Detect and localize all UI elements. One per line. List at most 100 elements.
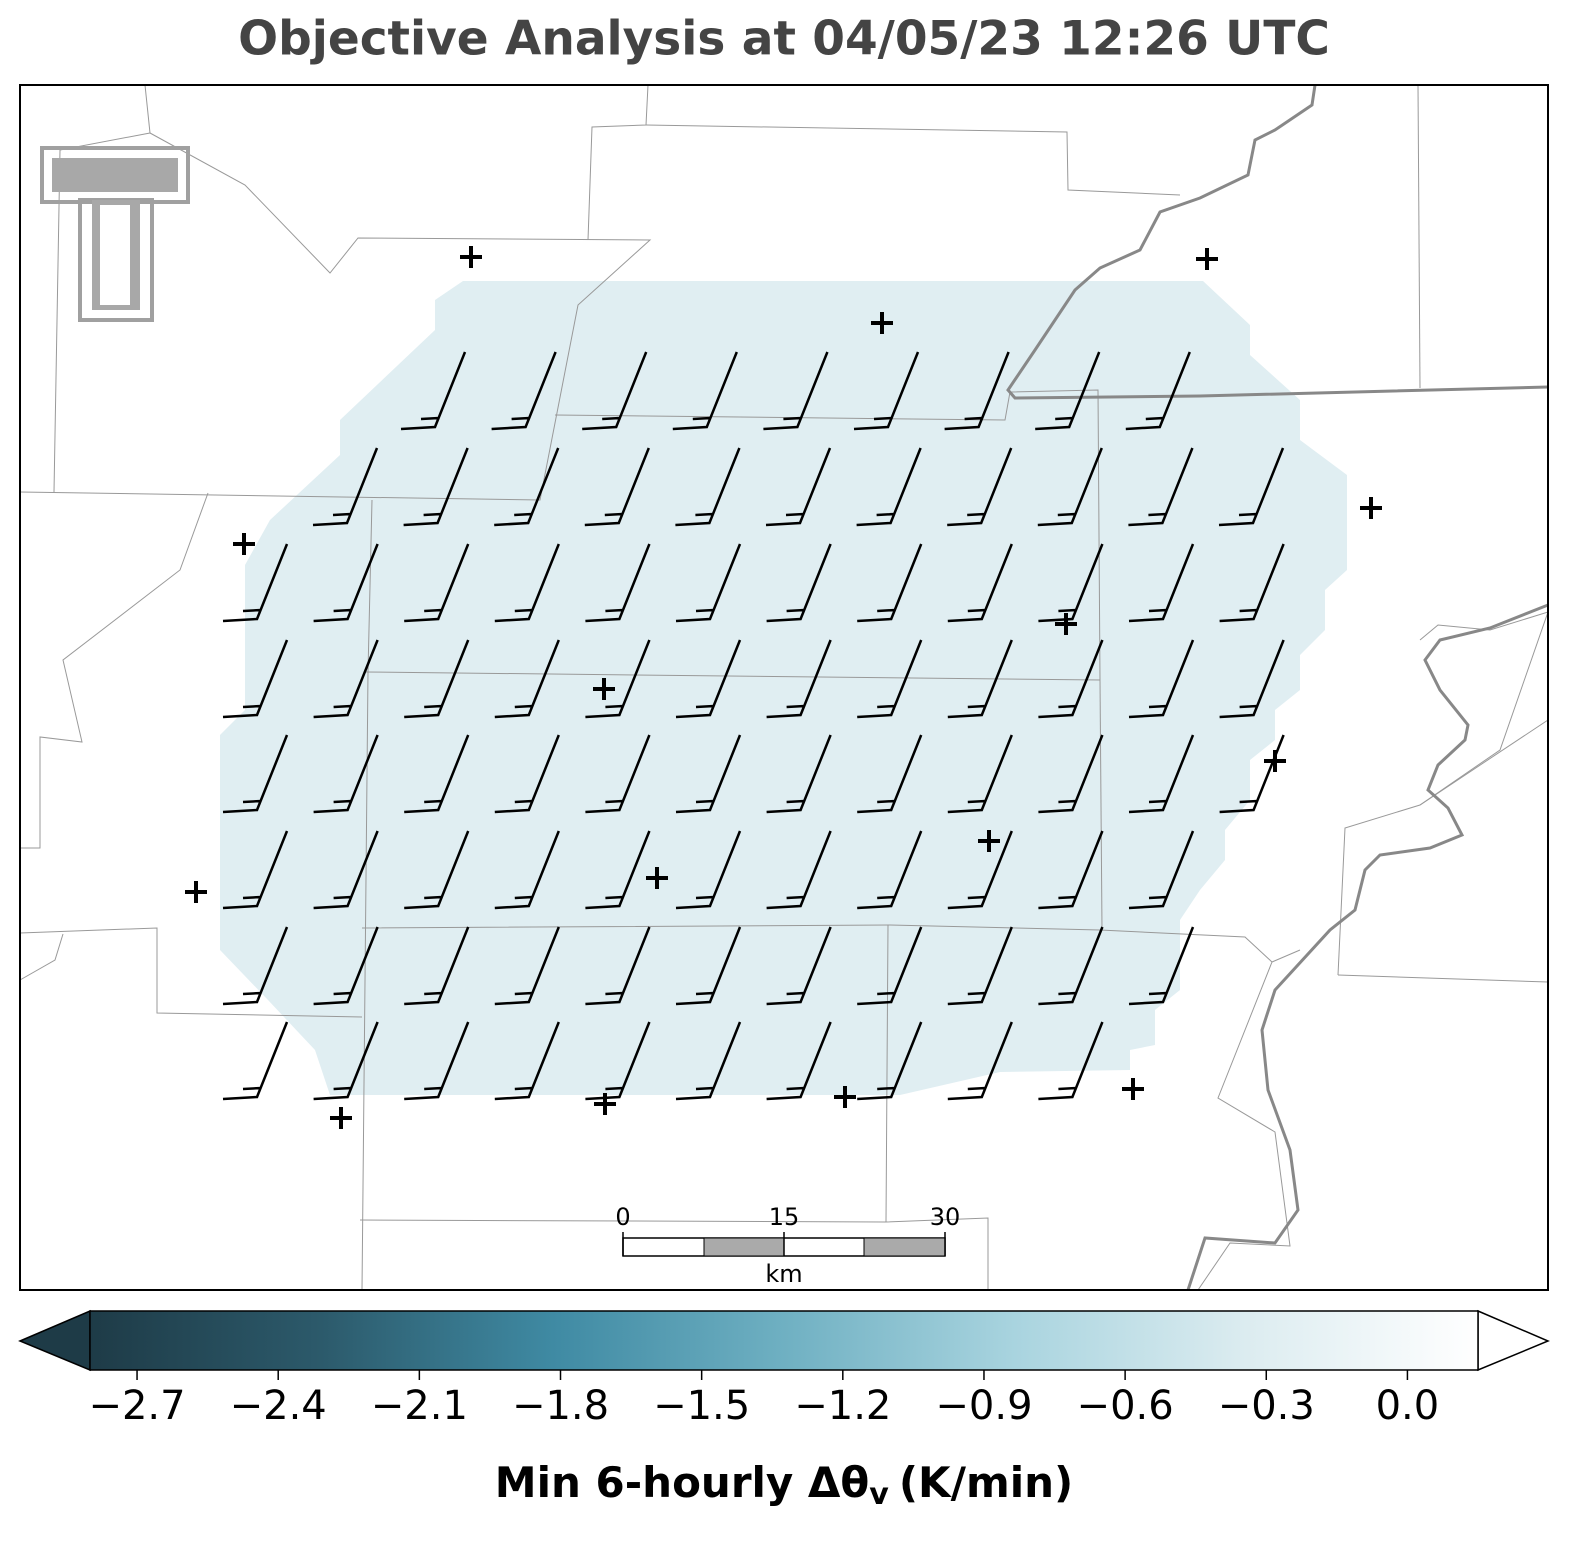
scale-bar-segment bbox=[863, 1237, 946, 1257]
wind-barb bbox=[947, 734, 1013, 814]
county-line bbox=[1337, 974, 1549, 983]
wind-barb bbox=[857, 1021, 923, 1101]
station-marker bbox=[1264, 750, 1286, 772]
wind-barb bbox=[1128, 734, 1195, 814]
county-line bbox=[361, 499, 373, 1291]
wind-barb bbox=[1038, 734, 1104, 814]
wind-barb bbox=[222, 830, 289, 910]
station-marker bbox=[834, 1086, 856, 1108]
wind-barb bbox=[766, 734, 832, 814]
wind-barb bbox=[947, 926, 1013, 1006]
wind-barb bbox=[222, 1021, 289, 1101]
wind-barb bbox=[1035, 351, 1101, 431]
stations bbox=[185, 246, 1382, 1129]
wind-barb bbox=[1128, 447, 1194, 527]
wind-barb bbox=[222, 543, 289, 623]
station-marker bbox=[871, 312, 893, 334]
scale-label: 15 bbox=[769, 1203, 800, 1231]
county-line bbox=[19, 84, 652, 501]
wind-barb bbox=[491, 351, 557, 431]
analysis-field bbox=[220, 281, 1347, 1095]
wind-barb bbox=[494, 639, 560, 719]
map-frame bbox=[19, 84, 1549, 1291]
wind-barb bbox=[947, 543, 1013, 623]
colorbar-tick-label: 0.0 bbox=[1376, 1383, 1440, 1429]
station-marker bbox=[1360, 497, 1382, 519]
wind-barb bbox=[403, 447, 469, 527]
wind-barb bbox=[313, 734, 379, 814]
scale-label: 30 bbox=[930, 1203, 961, 1231]
colorbar-extend-low bbox=[18, 1309, 91, 1372]
colorbar-label: Min 6-hourly Δθv (K/min) bbox=[495, 1458, 1073, 1512]
wind-barb bbox=[1128, 926, 1195, 1006]
wind-barb bbox=[585, 830, 651, 910]
colorbar-extend-high bbox=[1477, 1309, 1550, 1372]
county-line bbox=[359, 1219, 887, 1223]
wind-barb bbox=[222, 734, 289, 814]
label-sub: v bbox=[869, 1477, 889, 1512]
logo-part bbox=[52, 158, 178, 192]
colorbar-tick-label: −2.7 bbox=[88, 1383, 185, 1429]
wind-barb bbox=[1038, 639, 1104, 719]
colorbar-tick-label: −1.5 bbox=[653, 1383, 750, 1429]
colorbar-tick-label: −0.6 bbox=[1077, 1383, 1174, 1429]
wind-barb bbox=[313, 1021, 379, 1101]
wind-barb bbox=[222, 926, 289, 1006]
station-marker bbox=[233, 533, 255, 555]
wind-barb bbox=[313, 543, 379, 623]
river bbox=[1006, 84, 1549, 400]
wind-barb bbox=[404, 639, 470, 719]
map-content: 0 15 30 km bbox=[19, 84, 1549, 1291]
wind-barb bbox=[494, 447, 560, 527]
wind-barb bbox=[947, 1021, 1013, 1101]
wind-barb bbox=[1128, 639, 1195, 719]
wind-barb bbox=[313, 926, 379, 1006]
county-line bbox=[1417, 84, 1421, 389]
wind-barb bbox=[494, 543, 560, 623]
county-line bbox=[645, 124, 1181, 196]
county-line bbox=[361, 924, 1301, 963]
wind-barb bbox=[763, 351, 829, 431]
station-marker bbox=[1055, 613, 1077, 635]
wind-barb bbox=[313, 639, 379, 719]
wind-barb bbox=[585, 734, 651, 814]
wind-barb bbox=[1218, 447, 1285, 527]
rivers bbox=[1006, 84, 1549, 1291]
station-marker bbox=[978, 830, 1000, 852]
wind-barb bbox=[675, 447, 741, 527]
wind-barb bbox=[1128, 543, 1195, 623]
wind-barb bbox=[947, 830, 1013, 910]
scale-bar: 0 15 30 km bbox=[615, 1203, 960, 1288]
county-lines bbox=[19, 84, 1549, 1291]
colorbar-tick-label: −2.4 bbox=[230, 1383, 327, 1429]
wind-barb bbox=[857, 639, 923, 719]
wind-barb bbox=[766, 639, 832, 719]
station-marker bbox=[594, 1093, 616, 1115]
wind-barb bbox=[947, 447, 1013, 527]
station-marker bbox=[460, 246, 482, 268]
wind-barb bbox=[766, 1021, 832, 1101]
map: 0 15 30 km bbox=[19, 84, 1549, 1291]
wind-barb bbox=[766, 926, 832, 1006]
wind-barb bbox=[857, 926, 923, 1006]
wind-barb bbox=[1128, 830, 1195, 910]
wind-barb bbox=[585, 543, 651, 623]
wind-barb bbox=[1038, 1021, 1104, 1101]
colorbar-tick-label: −1.2 bbox=[794, 1383, 891, 1429]
wind-barb bbox=[857, 734, 923, 814]
wind-barb bbox=[1038, 926, 1104, 1006]
wind-barb bbox=[494, 926, 560, 1006]
station-marker bbox=[1122, 1078, 1144, 1100]
wind-barb bbox=[675, 1021, 742, 1101]
county-line bbox=[1197, 961, 1291, 1291]
colorbar-bar bbox=[89, 1310, 1479, 1371]
label-main: Min 6-hourly Δθ bbox=[495, 1458, 870, 1507]
wind-barb bbox=[494, 1021, 560, 1101]
wind-barb bbox=[404, 830, 470, 910]
station-marker bbox=[1196, 248, 1218, 270]
wind-barb bbox=[853, 351, 920, 431]
wind-barb bbox=[675, 543, 742, 623]
wind-barb bbox=[1038, 830, 1104, 910]
station-marker bbox=[593, 678, 615, 700]
